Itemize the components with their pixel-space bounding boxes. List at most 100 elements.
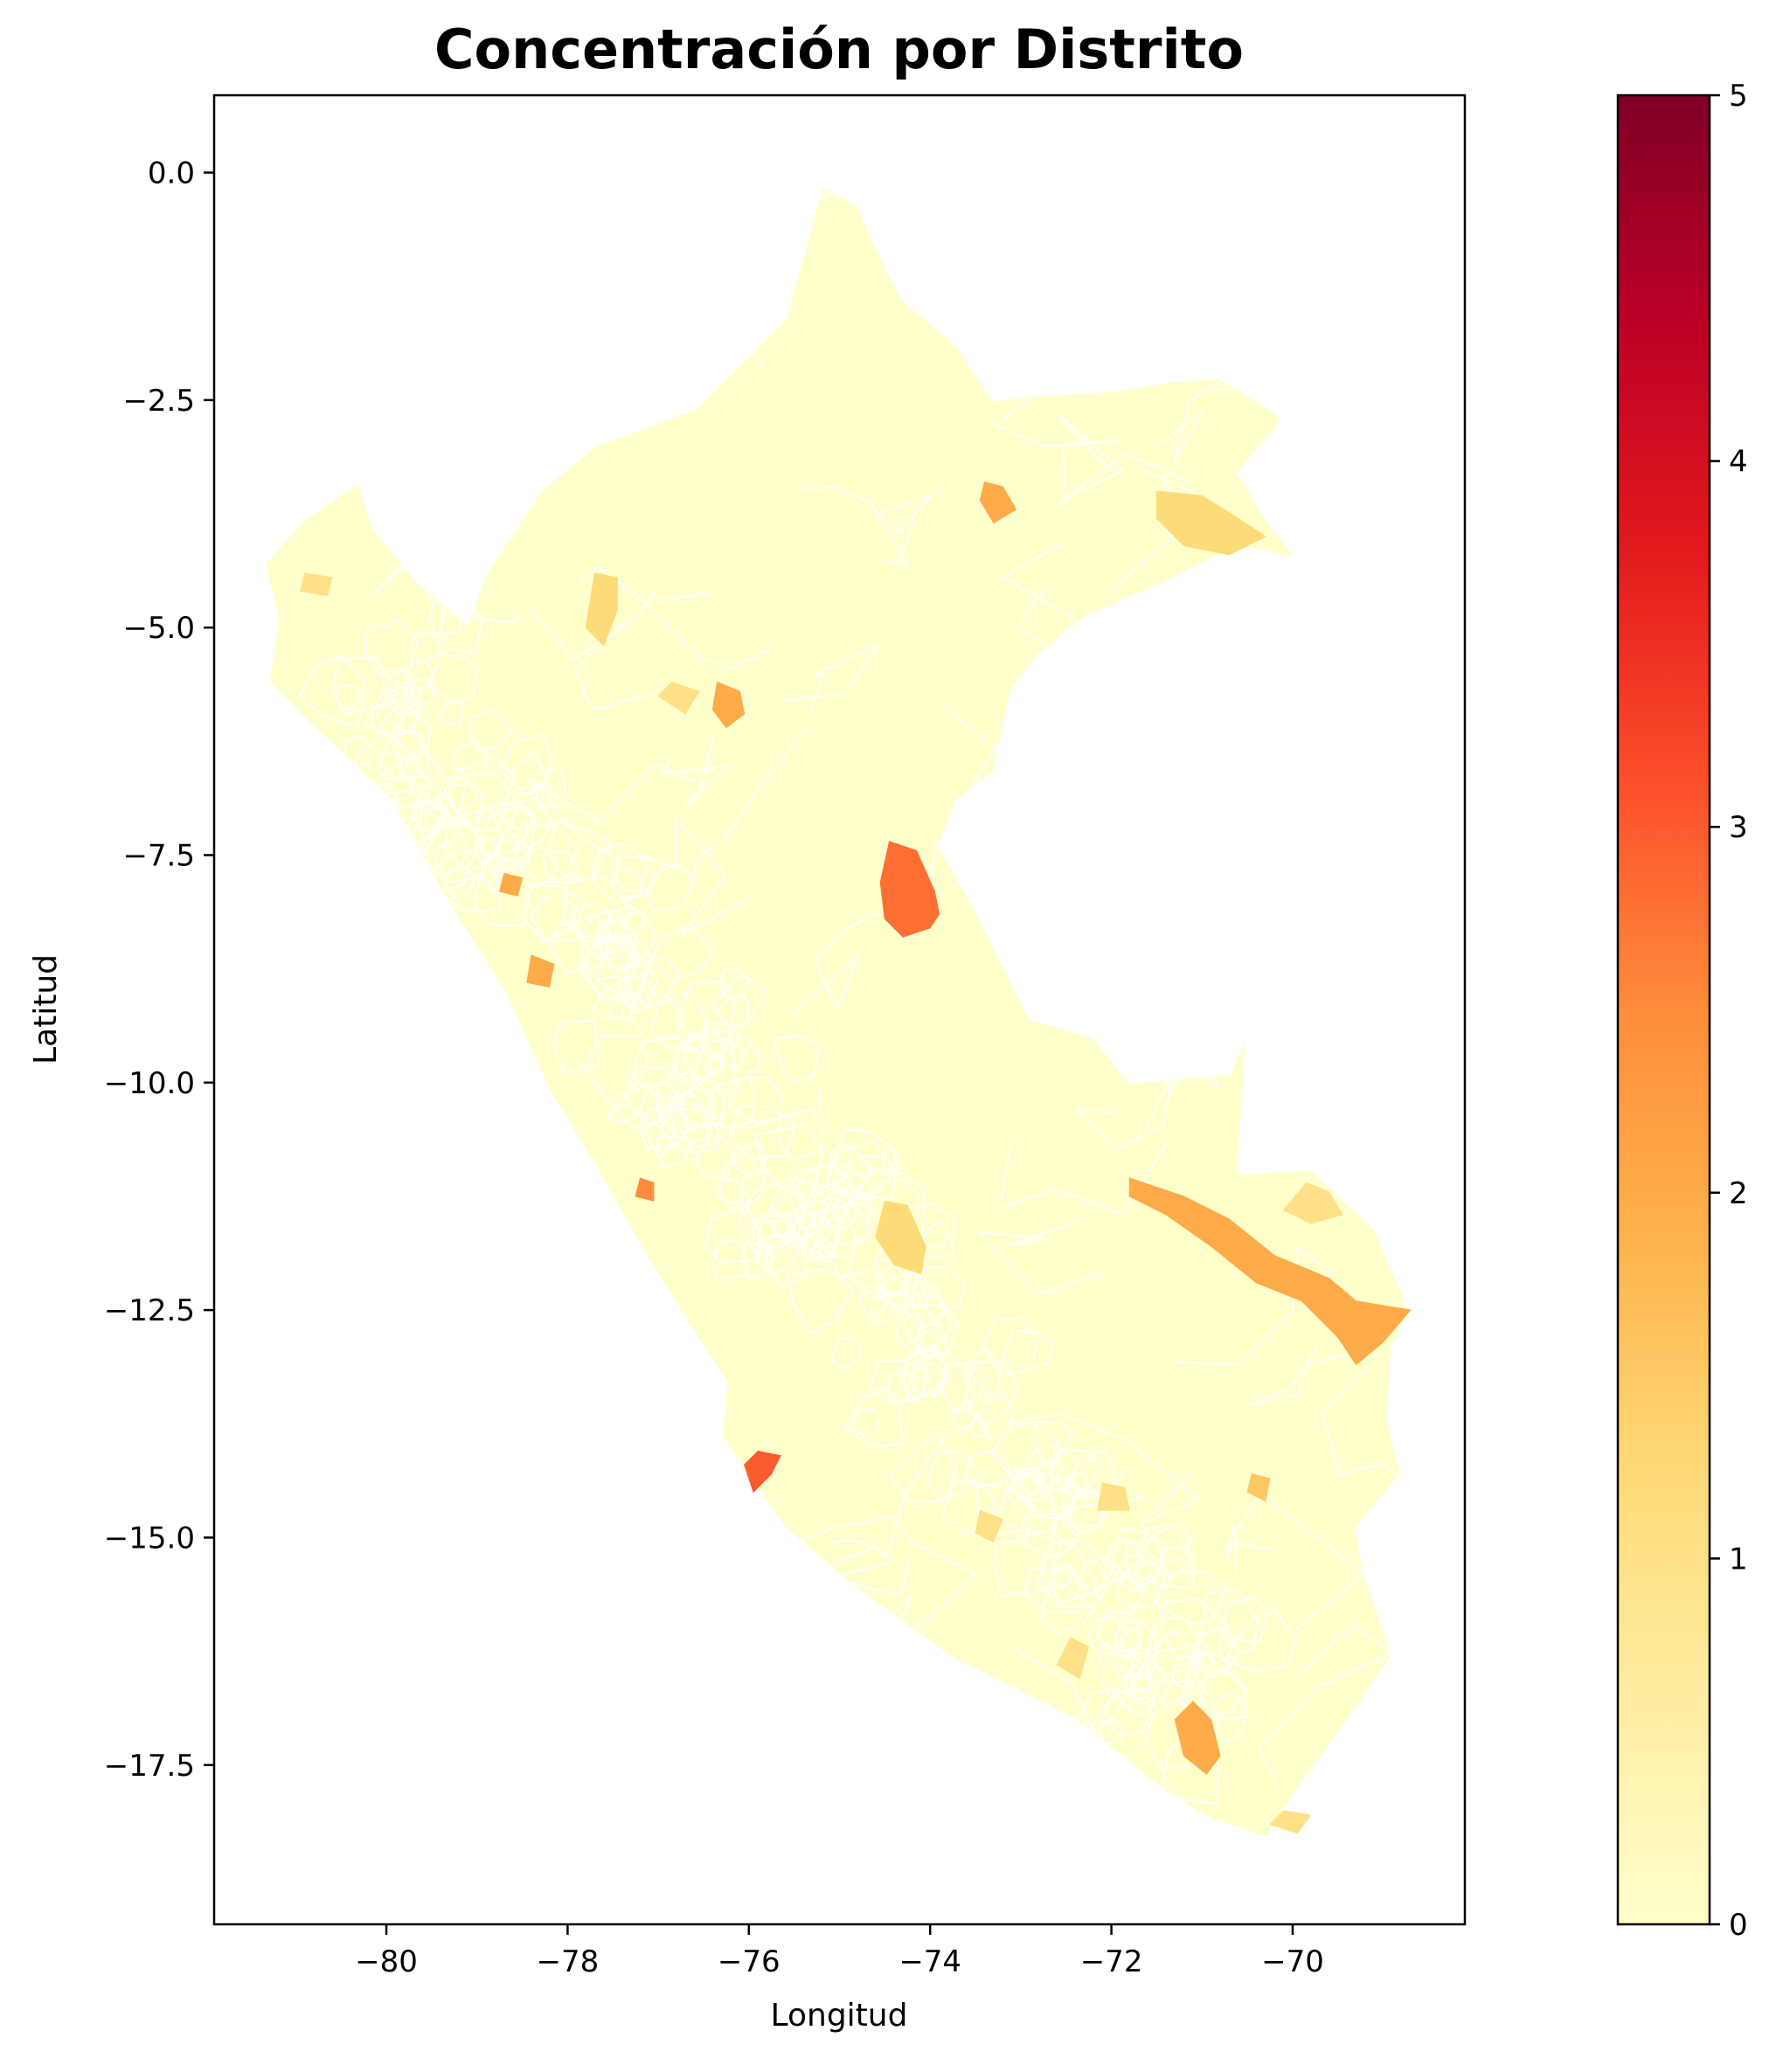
district-border: [459, 773, 520, 832]
district-border: [753, 1124, 825, 1199]
district-border: [1062, 1486, 1104, 1528]
district-border: [302, 264, 472, 322]
district-border: [1207, 308, 1411, 400]
district-border: [787, 1267, 855, 1334]
district-border: [903, 1273, 932, 1307]
district-border: [982, 1318, 1037, 1378]
y-tick-label: −12.5: [104, 1293, 195, 1328]
district-border: [388, 680, 422, 713]
district-border: [1248, 1347, 1359, 1407]
colorbar-ticks: 0 1 2 3 4 5: [1710, 79, 1748, 1943]
district-border: [1146, 1617, 1202, 1676]
district-border: [975, 1219, 1107, 1296]
district-border: [1278, 1109, 1373, 1174]
district-border: [643, 862, 697, 914]
district-border: [791, 892, 912, 1017]
x-tick-label: −80: [355, 1944, 418, 1979]
district-border: [520, 884, 586, 944]
district-border: [336, 683, 363, 710]
district-border: [729, 1105, 796, 1161]
district-border: [940, 1363, 983, 1412]
district-border: [773, 1035, 821, 1083]
district-border: [450, 326, 538, 472]
district-border: [900, 1344, 951, 1399]
district-border: [623, 1065, 682, 1126]
district-border: [1036, 1539, 1116, 1604]
district-border: [1321, 1363, 1411, 1512]
district-border: [1263, 195, 1411, 356]
colorbar-gradient: [1618, 95, 1710, 1924]
district-border: [392, 360, 517, 483]
x-tick-label: −72: [1080, 1944, 1143, 1979]
district-border: [1202, 587, 1322, 650]
y-tick-label: 0.0: [148, 156, 195, 191]
district-border: [830, 1335, 864, 1370]
district-border: [596, 939, 649, 997]
district-border: [450, 740, 489, 776]
peru-country-shape: [262, 184, 1412, 1840]
district-border: [688, 728, 808, 886]
district-border: [781, 643, 881, 713]
district-border: [1063, 1490, 1110, 1536]
district-border: [854, 1168, 926, 1242]
district-border: [443, 865, 477, 898]
district-region: [744, 1450, 781, 1493]
district-border: [680, 1032, 704, 1051]
district-border: [1199, 1590, 1259, 1666]
district-border: [1056, 413, 1192, 502]
district-region: [1056, 1637, 1090, 1680]
district-border: [788, 1163, 856, 1231]
district-border: [1105, 468, 1206, 596]
district-region: [526, 954, 555, 988]
district-border: [1002, 1412, 1201, 1525]
district-border: [793, 1197, 841, 1255]
district-border: [547, 914, 610, 974]
district-border: [856, 1766, 982, 1815]
district-border: [1110, 1528, 1168, 1584]
district-border: [820, 1189, 860, 1235]
district-border: [297, 655, 367, 729]
district-border: [869, 1359, 933, 1404]
x-axis-label: Longitud: [771, 1998, 908, 2034]
district-border: [590, 981, 628, 1021]
district-border: [1033, 1421, 1074, 1466]
district-border: [581, 933, 654, 1001]
district-border: [405, 659, 434, 690]
district-border: [1113, 1654, 1136, 1680]
district-border: [1010, 1471, 1044, 1501]
district-border: [1094, 1610, 1141, 1653]
district-border: [1143, 1697, 1210, 1771]
district-border: [1003, 1329, 1053, 1373]
district-border: [494, 834, 531, 870]
district-region: [1282, 1182, 1343, 1224]
y-tick-label: −17.5: [104, 1749, 195, 1784]
district-border: [858, 1285, 889, 1318]
district-region: [1097, 1482, 1130, 1511]
district-region: [875, 1200, 926, 1275]
district-border: [825, 1422, 975, 1556]
district-border: [1052, 1513, 1082, 1545]
district-border: [772, 1213, 802, 1240]
y-tick-label: −5.0: [122, 611, 195, 646]
district-border: [901, 1283, 948, 1327]
district-border: [1011, 1646, 1134, 1732]
district-border: [1139, 1628, 1202, 1684]
district-border: [444, 807, 505, 876]
district-border: [831, 1127, 898, 1177]
district-border: [704, 1206, 760, 1265]
district-region: [979, 481, 1017, 524]
district-border: [881, 1148, 900, 1170]
district-border: [1151, 939, 1264, 1036]
colorbar: 0 1 2 3 4 5: [1616, 79, 1748, 1943]
district-border: [1142, 1522, 1193, 1565]
district-border: [1114, 1553, 1155, 1594]
district-border: [535, 783, 554, 808]
district-border: [969, 1418, 989, 1439]
district-border: [995, 385, 1118, 506]
y-tick-label: −2.5: [122, 384, 195, 419]
district-border: [579, 565, 773, 670]
district-border: [610, 867, 643, 899]
district-region: [585, 572, 618, 647]
colorbar-tick-label: 1: [1729, 1542, 1748, 1577]
district-border: [530, 892, 579, 943]
